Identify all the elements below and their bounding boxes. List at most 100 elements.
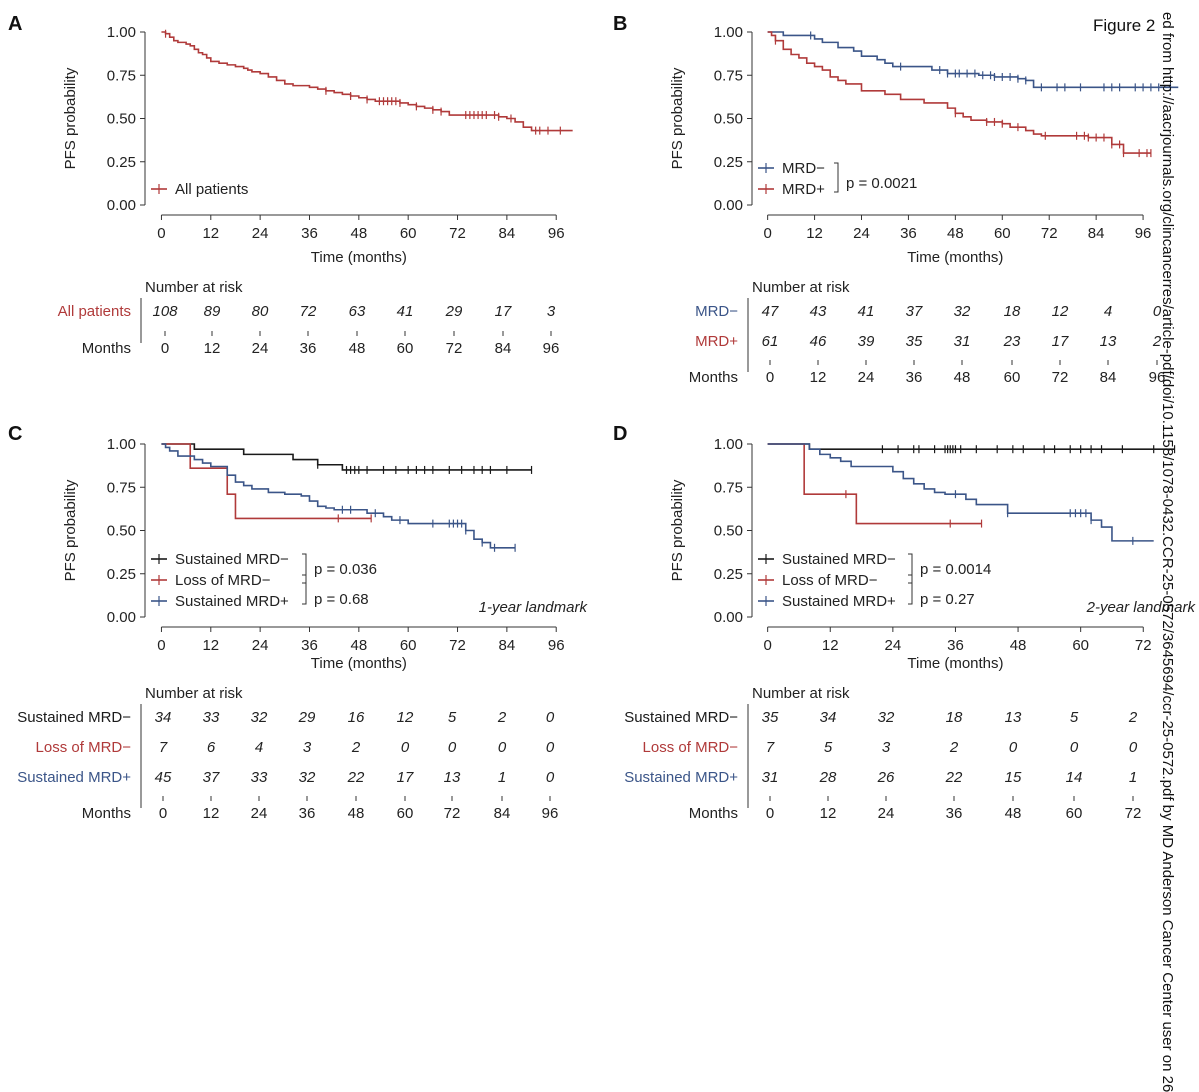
risk-count: 33 [251, 769, 268, 786]
series-c-2 [161, 443, 516, 552]
risk-count: 37 [203, 769, 220, 786]
series-d-1 [767, 443, 983, 528]
y-tick-label: 0.00 [714, 609, 743, 626]
risk-count: 22 [347, 769, 365, 786]
risk-count: 13 [444, 769, 461, 786]
risk-count: 0 [448, 739, 457, 756]
risk-count: 2 [497, 709, 507, 726]
risk-month-value: 0 [159, 805, 167, 822]
risk-row-label: MRD+ [695, 333, 738, 350]
risk-month-value: 36 [946, 805, 963, 822]
x-axis-label: Time (months) [907, 249, 1003, 266]
risk-month-value: 72 [1125, 805, 1142, 822]
y-tick-label: 0.75 [714, 479, 743, 496]
y-tick-label: 1.00 [107, 436, 136, 453]
risk-count: 32 [299, 769, 316, 786]
risk-count: 5 [448, 709, 457, 726]
x-tick-label: 12 [202, 637, 219, 654]
risk-count: 0 [1153, 303, 1162, 320]
x-tick-label: 36 [900, 225, 917, 242]
legend-entry: All patients [175, 181, 248, 198]
risk-month-value: 96 [542, 805, 559, 822]
risk-count: 46 [810, 333, 827, 350]
risk-count: 45 [155, 769, 172, 786]
series-a-0 [161, 29, 573, 135]
x-tick-label: 84 [1088, 225, 1105, 242]
risk-count: 3 [547, 303, 556, 320]
y-axis-label: PFS probability [62, 67, 79, 169]
legend-entry: Loss of MRD− [175, 572, 271, 589]
risk-row-label: Loss of MRD− [643, 739, 739, 756]
y-tick-label: 0.25 [714, 154, 743, 171]
x-tick-label: 96 [1135, 225, 1152, 242]
x-tick-label: 24 [885, 637, 902, 654]
pvalue-bracket [908, 574, 913, 605]
legend-entry: Sustained MRD− [782, 551, 896, 568]
risk-row-label: All patients [58, 303, 131, 320]
y-tick-label: 0.00 [107, 197, 136, 214]
risk-month-value: 24 [252, 340, 269, 357]
y-axis-label: PFS probability [669, 479, 686, 581]
y-tick-label: 0.75 [714, 67, 743, 84]
risk-count: 22 [945, 769, 963, 786]
risk-months-label: Months [82, 340, 131, 357]
x-axis-label: Time (months) [311, 249, 407, 266]
x-tick-label: 12 [822, 637, 839, 654]
risk-count: 0 [1070, 739, 1079, 756]
risk-month-value: 36 [300, 340, 317, 357]
risk-month-value: 24 [251, 805, 268, 822]
x-tick-label: 0 [157, 637, 165, 654]
risk-month-value: 48 [1005, 805, 1022, 822]
risk-month-value: 12 [820, 805, 837, 822]
legend-entry: Sustained MRD+ [782, 593, 896, 610]
risk-row-label: Sustained MRD+ [624, 769, 738, 786]
km-curve-line [767, 31, 1179, 89]
risk-month-value: 84 [1100, 369, 1117, 386]
x-tick-label: 12 [202, 225, 219, 242]
risk-months-label: Months [82, 805, 131, 822]
risk-month-value: 96 [1149, 369, 1166, 386]
risk-month-value: 0 [766, 805, 774, 822]
risk-month-value: 0 [161, 340, 169, 357]
panel-label-d: D [613, 423, 627, 445]
risk-count: 72 [300, 303, 317, 320]
risk-count: 0 [546, 769, 555, 786]
y-tick-label: 0.00 [714, 197, 743, 214]
risk-count: 5 [824, 739, 833, 756]
risk-count: 0 [546, 739, 555, 756]
y-tick-label: 0.25 [107, 154, 136, 171]
y-tick-label: 0.00 [107, 609, 136, 626]
risk-count: 23 [1003, 333, 1021, 350]
risk-month-value: 84 [495, 340, 512, 357]
risk-count: 17 [397, 769, 414, 786]
risk-count: 26 [877, 769, 895, 786]
series-c-0 [161, 443, 533, 474]
risk-month-value: 12 [203, 805, 220, 822]
legend-entry: Sustained MRD− [175, 551, 289, 568]
y-tick-label: 0.25 [714, 566, 743, 583]
risk-count: 47 [762, 303, 779, 320]
risk-count: 6 [207, 739, 216, 756]
km-curve-line [161, 443, 516, 549]
download-watermark: ed from http://aacrjournals.org/clincanc… [1159, 12, 1176, 1092]
risk-month-value: 60 [1004, 369, 1021, 386]
km-curve-line [767, 31, 1151, 154]
risk-table-header: Number at risk [752, 279, 850, 296]
y-tick-label: 0.75 [107, 479, 136, 496]
panel-label-a: A [8, 13, 22, 35]
risk-count: 0 [546, 709, 555, 726]
risk-count: 0 [401, 739, 410, 756]
risk-count: 1 [1129, 769, 1137, 786]
risk-count: 12 [397, 709, 414, 726]
risk-count: 0 [1009, 739, 1018, 756]
x-axis-label: Time (months) [311, 655, 407, 672]
x-tick-label: 84 [499, 637, 516, 654]
pvalue-bracket [834, 162, 839, 193]
x-tick-label: 36 [301, 637, 318, 654]
risk-month-value: 72 [444, 805, 461, 822]
risk-count: 12 [1052, 303, 1069, 320]
risk-count: 35 [906, 333, 923, 350]
x-axis-label: Time (months) [907, 655, 1003, 672]
y-tick-label: 0.25 [107, 566, 136, 583]
risk-count: 0 [498, 739, 507, 756]
